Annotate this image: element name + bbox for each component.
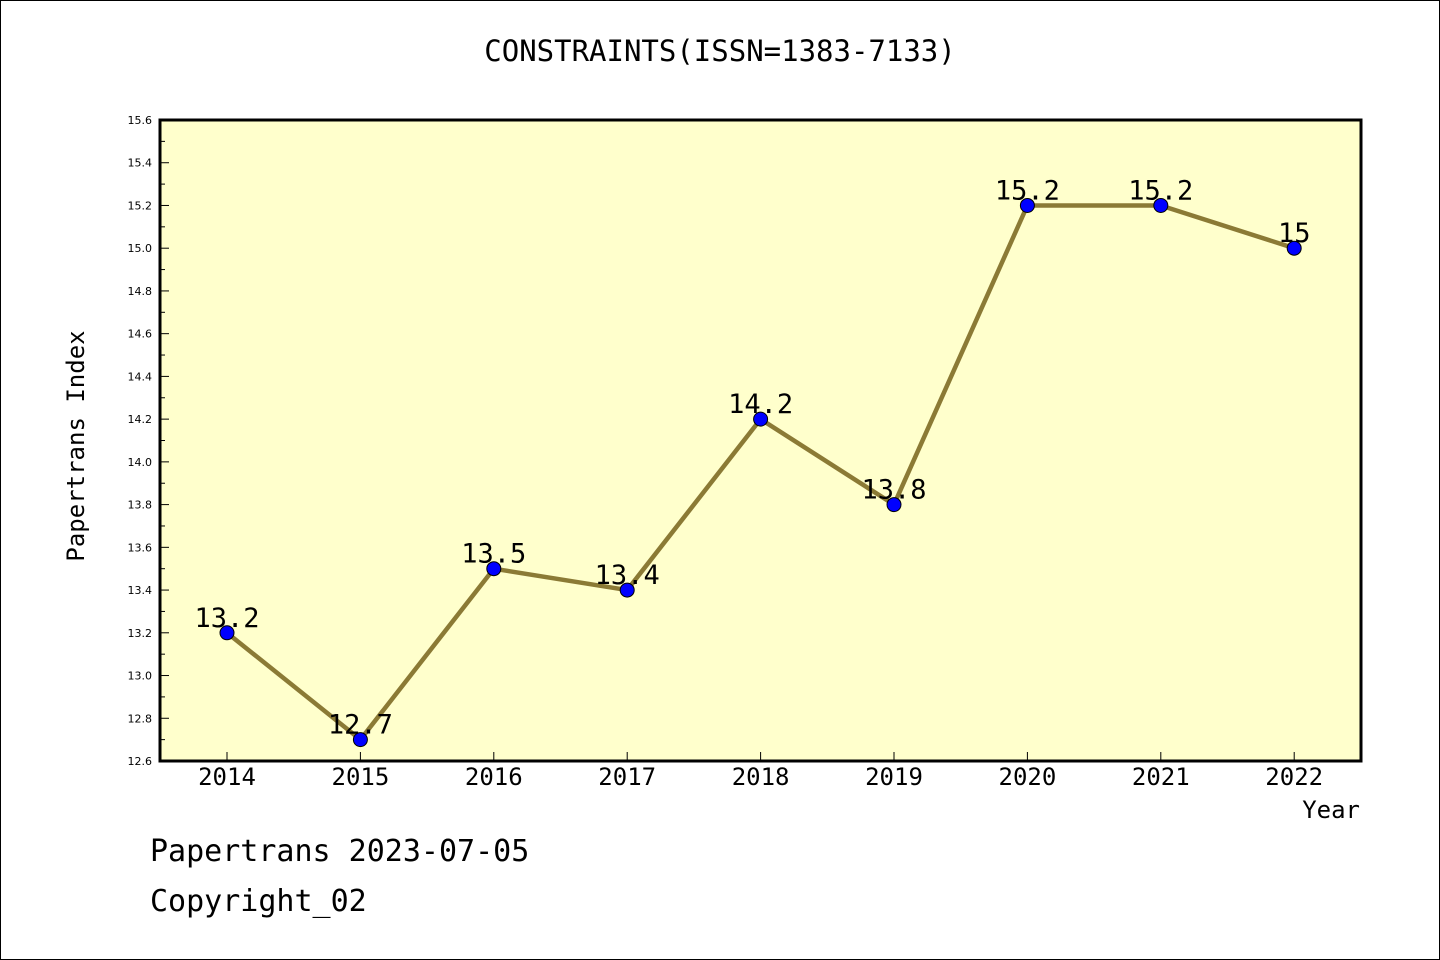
data-label: 13.2: [194, 603, 259, 634]
y-tick-label: 13.2: [128, 627, 153, 640]
data-label: 15.2: [995, 175, 1060, 206]
data-point: [1286, 240, 1302, 256]
y-tick-label: 15.2: [128, 199, 153, 212]
x-tick-label: 2016: [465, 763, 523, 791]
x-tick-label: 2020: [999, 763, 1057, 791]
data-label: 13.5: [461, 539, 526, 570]
data-label: 13.4: [595, 560, 660, 591]
chart-title: CONSTRAINTS(ISSN=1383-7133): [484, 34, 956, 68]
y-axis-label: Papertrans Index: [62, 330, 90, 562]
plot-border: [158, 118, 1363, 763]
x-tick-label: 2019: [865, 763, 923, 791]
y-tick-label: 15.6: [128, 114, 153, 127]
y-tick-label: 15.0: [128, 242, 153, 255]
x-tick-label: 2022: [1265, 763, 1323, 791]
data-label: 15.2: [1128, 175, 1193, 206]
y-tick-label: 14.2: [128, 413, 153, 426]
plot-area: [160, 120, 1361, 761]
y-tick-label: 15.4: [128, 157, 153, 170]
data-label: 15: [1278, 218, 1311, 249]
y-tick-label: 14.4: [128, 370, 153, 383]
data-point: [352, 732, 368, 748]
x-tick-label: 2017: [598, 763, 656, 791]
data-label: 13.8: [861, 475, 926, 506]
data-point: [1019, 197, 1035, 213]
x-tick-label: 2015: [332, 763, 390, 791]
y-tick-label: 13.6: [128, 541, 153, 554]
x-tick-label: 2018: [732, 763, 790, 791]
data-point: [886, 497, 902, 513]
data-point: [753, 411, 769, 427]
data-label: 14.2: [728, 389, 793, 420]
x-tick-label: 2014: [198, 763, 256, 791]
y-tick-label: 13.0: [128, 670, 153, 683]
y-tick-label: 14.6: [128, 328, 153, 341]
x-axis-label: Year: [1302, 796, 1360, 824]
data-label: 12.7: [328, 710, 393, 741]
footer-copyright: Copyright_02: [150, 884, 367, 919]
data-point: [219, 625, 235, 641]
data-point: [1153, 197, 1169, 213]
y-tick-label: 12.6: [128, 755, 153, 768]
data-point: [486, 561, 502, 577]
data-point: [619, 582, 635, 598]
y-tick-label: 14.0: [128, 456, 153, 469]
y-tick-label: 13.8: [128, 499, 153, 512]
y-tick-label: 12.8: [128, 712, 153, 725]
y-tick-label: 14.8: [128, 285, 153, 298]
y-tick-label: 13.4: [128, 584, 153, 597]
footer-date: Papertrans 2023-07-05: [150, 834, 530, 869]
x-tick-label: 2021: [1132, 763, 1190, 791]
